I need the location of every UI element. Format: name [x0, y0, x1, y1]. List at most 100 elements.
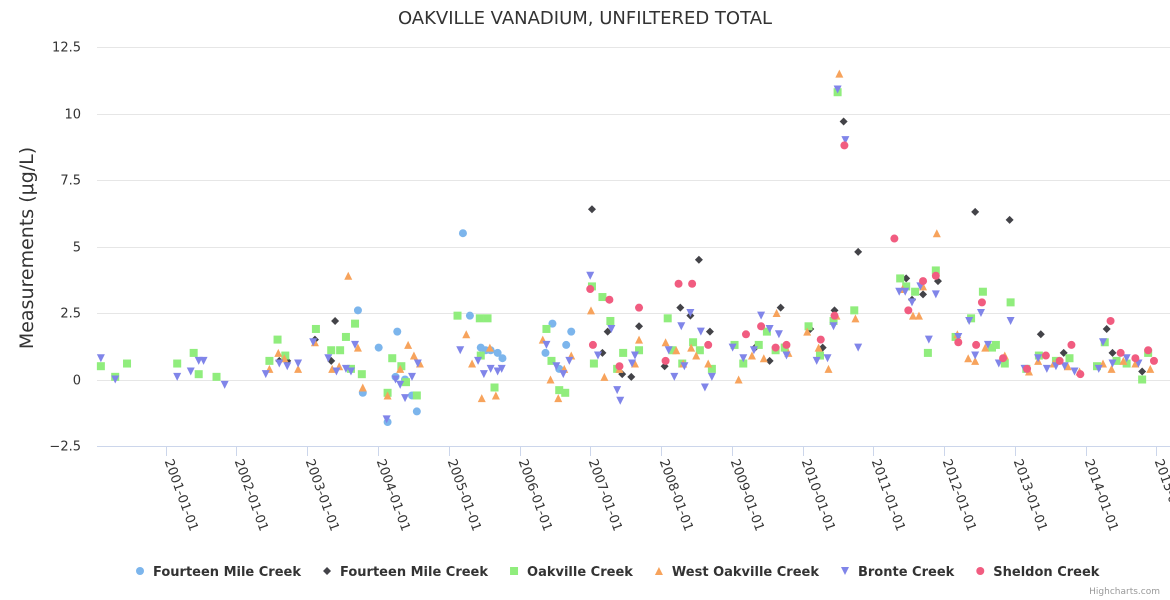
data-point[interactable] [324, 354, 333, 363]
data-point[interactable] [923, 348, 932, 357]
data-point[interactable] [902, 274, 911, 283]
data-point[interactable] [670, 372, 679, 381]
data-point[interactable] [194, 370, 203, 379]
data-point[interactable] [1116, 348, 1125, 357]
data-point[interactable] [294, 364, 303, 373]
data-point[interactable] [1070, 367, 1079, 376]
data-point[interactable] [1036, 330, 1045, 339]
data-point[interactable] [96, 354, 105, 363]
data-point[interactable] [1065, 354, 1074, 363]
data-point[interactable] [1063, 362, 1072, 371]
data-point[interactable] [493, 348, 502, 357]
data-point[interactable] [616, 396, 625, 405]
data-point[interactable] [607, 324, 616, 333]
data-point[interactable] [978, 287, 987, 296]
data-point[interactable] [353, 343, 362, 352]
data-point[interactable] [782, 340, 791, 349]
data-point[interactable] [696, 327, 705, 336]
data-point[interactable] [586, 306, 595, 315]
data-point[interactable] [627, 372, 636, 381]
data-point[interactable] [830, 311, 839, 320]
data-point[interactable] [747, 351, 756, 360]
data-point[interactable] [976, 309, 985, 317]
data-point[interactable] [1034, 354, 1043, 363]
data-point[interactable] [816, 335, 825, 344]
data-point[interactable] [199, 356, 208, 365]
data-point[interactable] [413, 359, 422, 368]
data-point[interactable] [1102, 324, 1111, 333]
legend-item[interactable]: Oakville Creek [510, 565, 633, 580]
data-point[interactable] [220, 380, 229, 389]
data-point[interactable] [542, 324, 551, 333]
data-point[interactable] [1023, 364, 1032, 373]
data-point[interactable] [991, 340, 1000, 349]
data-point[interactable] [412, 391, 421, 400]
data-point[interactable] [465, 311, 474, 320]
data-point[interactable] [954, 332, 963, 341]
data-point[interactable] [606, 316, 615, 325]
data-point[interactable] [589, 359, 598, 368]
data-point[interactable] [734, 375, 743, 384]
data-point[interactable] [705, 327, 714, 336]
data-point[interactable] [704, 359, 713, 368]
data-point[interactable] [586, 285, 595, 294]
data-point[interactable] [965, 316, 974, 325]
data-point[interactable] [1144, 346, 1153, 355]
data-point[interactable] [694, 255, 703, 264]
data-point[interactable] [565, 356, 574, 365]
data-point[interactable] [1122, 354, 1131, 363]
legend-marker[interactable] [510, 567, 519, 575]
legend-item[interactable]: Fourteen Mile Creek [323, 565, 488, 580]
data-point[interactable] [383, 391, 392, 400]
data-point[interactable] [474, 356, 483, 365]
data-point[interactable] [1076, 370, 1085, 379]
data-point[interactable] [741, 330, 750, 339]
data-point[interactable] [692, 351, 701, 360]
data-point[interactable] [688, 279, 697, 288]
data-point[interactable] [971, 207, 980, 216]
data-point[interactable] [803, 327, 812, 336]
data-point[interactable] [661, 356, 670, 365]
data-point[interactable] [490, 383, 499, 392]
data-point[interactable] [468, 359, 477, 368]
data-point[interactable] [977, 298, 986, 307]
data-point[interactable] [273, 335, 282, 344]
data-point[interactable] [341, 332, 350, 341]
data-point[interactable] [552, 362, 561, 371]
data-point[interactable] [493, 367, 502, 376]
data-point[interactable] [1067, 340, 1076, 349]
data-point[interactable] [401, 378, 410, 387]
data-point[interactable] [562, 340, 571, 349]
data-point[interactable] [765, 324, 774, 333]
data-point[interactable] [630, 351, 639, 360]
data-point[interactable] [932, 229, 941, 238]
data-point[interactable] [759, 354, 768, 363]
data-point[interactable] [757, 322, 766, 331]
data-point[interactable] [1005, 215, 1014, 224]
data-point[interactable] [762, 327, 771, 336]
data-point[interactable] [814, 343, 823, 352]
data-point[interactable] [914, 311, 923, 320]
data-point[interactable] [1131, 359, 1140, 368]
data-point[interactable] [971, 356, 980, 365]
data-point[interactable] [567, 327, 576, 336]
data-point[interactable] [841, 136, 850, 145]
data-point[interactable] [904, 306, 913, 315]
data-point[interactable] [1006, 316, 1015, 325]
data-point[interactable] [677, 322, 686, 331]
data-point[interactable] [476, 351, 485, 360]
data-point[interactable] [388, 354, 397, 363]
data-point[interactable] [994, 359, 1003, 368]
data-point[interactable] [344, 271, 353, 280]
data-point[interactable] [477, 394, 486, 403]
data-point[interactable] [911, 287, 920, 296]
data-point[interactable] [829, 316, 838, 325]
data-point[interactable] [358, 383, 367, 392]
data-point[interactable] [895, 287, 904, 296]
data-point[interactable] [983, 340, 992, 349]
data-point[interactable] [835, 69, 844, 78]
data-point[interactable] [351, 319, 360, 328]
data-point[interactable] [704, 340, 713, 349]
data-point[interactable] [890, 234, 899, 243]
data-point[interactable] [829, 322, 838, 331]
